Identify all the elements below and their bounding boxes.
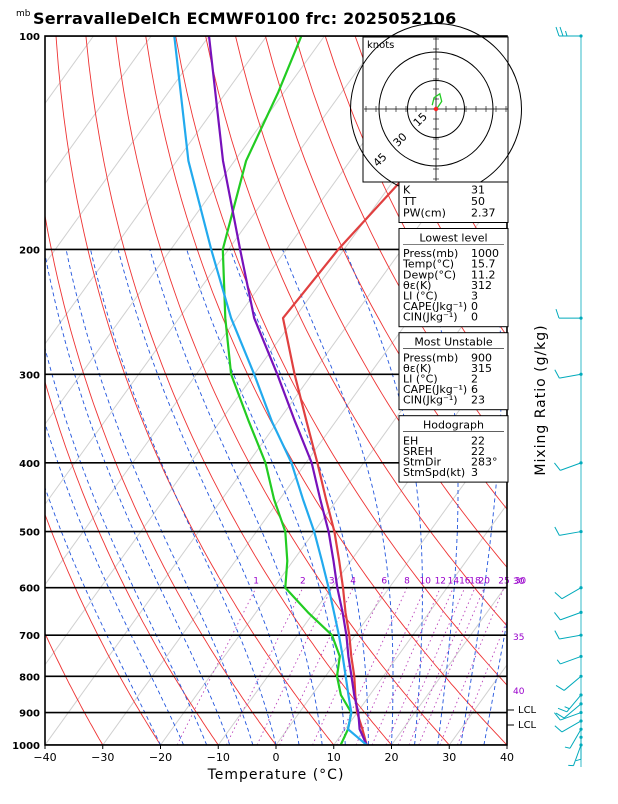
wind-barb (556, 309, 583, 320)
most-unstable-value: 23 (471, 394, 485, 407)
hodograph-units: knots (367, 40, 394, 51)
wind-barb (554, 611, 582, 620)
mixing-ratio-line (440, 588, 504, 745)
mixing-ratio-label: 10 (419, 577, 431, 587)
wind-barb (556, 675, 583, 691)
mixing-ratio-line (313, 588, 385, 745)
wind-barb (555, 370, 583, 378)
hodograph-params-header: Hodograph (423, 419, 484, 432)
storm-motion-marker (434, 107, 438, 111)
mixing-ratio-label: 2 (300, 577, 306, 587)
mixing-ratio-label: 12 (435, 577, 446, 587)
wind-barb (557, 655, 582, 664)
wind-barb (555, 631, 583, 639)
moist-adiabat (91, 249, 277, 745)
mixing-ratio-label: 6 (381, 577, 387, 587)
x-axis-label: Temperature (°C) (207, 767, 345, 783)
temperature-tick-label: 0 (273, 751, 280, 764)
theta-e-label: 35 (513, 633, 524, 643)
moist-adiabat (507, 249, 608, 745)
pressure-tick-label: 700 (19, 631, 40, 642)
wind-barb (556, 702, 583, 718)
lowest-level-label: CIN(Jkg⁻¹) (403, 311, 458, 324)
dry-adiabat (565, 36, 618, 745)
index-label: PW(cm) (403, 207, 446, 220)
wind-barb (558, 693, 583, 711)
isotherm (0, 36, 325, 745)
dry-adiabat (0, 36, 103, 745)
pressure-tick-label: 900 (19, 709, 40, 720)
pressure-tick-label: 300 (19, 370, 40, 381)
temperature-tick-label: −10 (207, 751, 230, 764)
wind-barb (554, 711, 582, 720)
temperature-tick-label: 10 (327, 751, 341, 764)
mixing-ratio-line (226, 588, 303, 745)
wind-barb (554, 461, 582, 470)
moist-adiabat (150, 249, 322, 745)
dry-adiabat (56, 36, 334, 745)
most-unstable-label: CIN(Jkg⁻¹) (403, 394, 458, 407)
wind-barb (555, 527, 583, 535)
most-unstable-header: Most Unstable (414, 336, 493, 349)
pressure-tick-label: 500 (19, 528, 40, 539)
wind-barb (555, 586, 583, 599)
theta-e-label: 30 (513, 577, 525, 587)
hodograph-params-value: 3 (471, 466, 478, 479)
index-value: 2.37 (471, 207, 496, 220)
pressure-tick-label: 800 (19, 672, 40, 683)
temperature-tick-label: −20 (149, 751, 172, 764)
mixing-ratio-label: 8 (404, 577, 410, 587)
theta-e-label: 40 (513, 687, 525, 697)
mixing-ratio-label: 14 (448, 577, 460, 587)
mixing-ratio-label: 25 (498, 577, 509, 587)
hodograph-params-label: StmSpd(kt) (403, 466, 465, 479)
moist-adiabat (230, 249, 368, 745)
lcl-label-1: LCL (518, 705, 537, 716)
dry-adiabat (594, 36, 618, 745)
wind-barbs (554, 27, 582, 767)
pressure-tick-label: 600 (19, 584, 40, 595)
pressure-tick-label: 100 (19, 32, 40, 43)
temperature-tick-label: 20 (385, 751, 399, 764)
moist-adiabat (0, 249, 161, 745)
mixing-ratio-label: 20 (478, 577, 490, 587)
pressure-tick-label: 200 (19, 245, 40, 256)
moist-adiabat (187, 249, 346, 745)
mixing-ratio-label: 1 (253, 577, 259, 587)
lowest-level-value: 0 (471, 311, 478, 324)
pressure-tick-label: 400 (19, 459, 40, 470)
mixing-ratio-label: 3 (329, 577, 335, 587)
temperature-tick-label: 30 (442, 751, 456, 764)
pressure-unit: mb (16, 9, 31, 19)
wind-barb (555, 719, 583, 732)
series-parcel-surface (174, 36, 366, 745)
right-axis-label: Mixing Ratio (g/kg) (533, 324, 549, 475)
temperature-tick-label: −40 (33, 751, 56, 764)
lowest-level-header: Lowest level (419, 232, 487, 245)
temperature-tick-label: −30 (91, 751, 114, 764)
lcl-label-2: LCL (518, 720, 537, 731)
moist-adiabat (24, 249, 207, 745)
wind-barb (556, 27, 583, 38)
mixing-ratio-label: 4 (350, 577, 356, 587)
mixing-ratio-line (409, 588, 475, 745)
temperature-tick-label: 40 (500, 751, 514, 764)
isotherm (0, 36, 382, 745)
moist-adiabat (44, 249, 230, 745)
chart-title: SerravalleDelCh ECMWF0100 frc: 202505210… (33, 9, 456, 28)
